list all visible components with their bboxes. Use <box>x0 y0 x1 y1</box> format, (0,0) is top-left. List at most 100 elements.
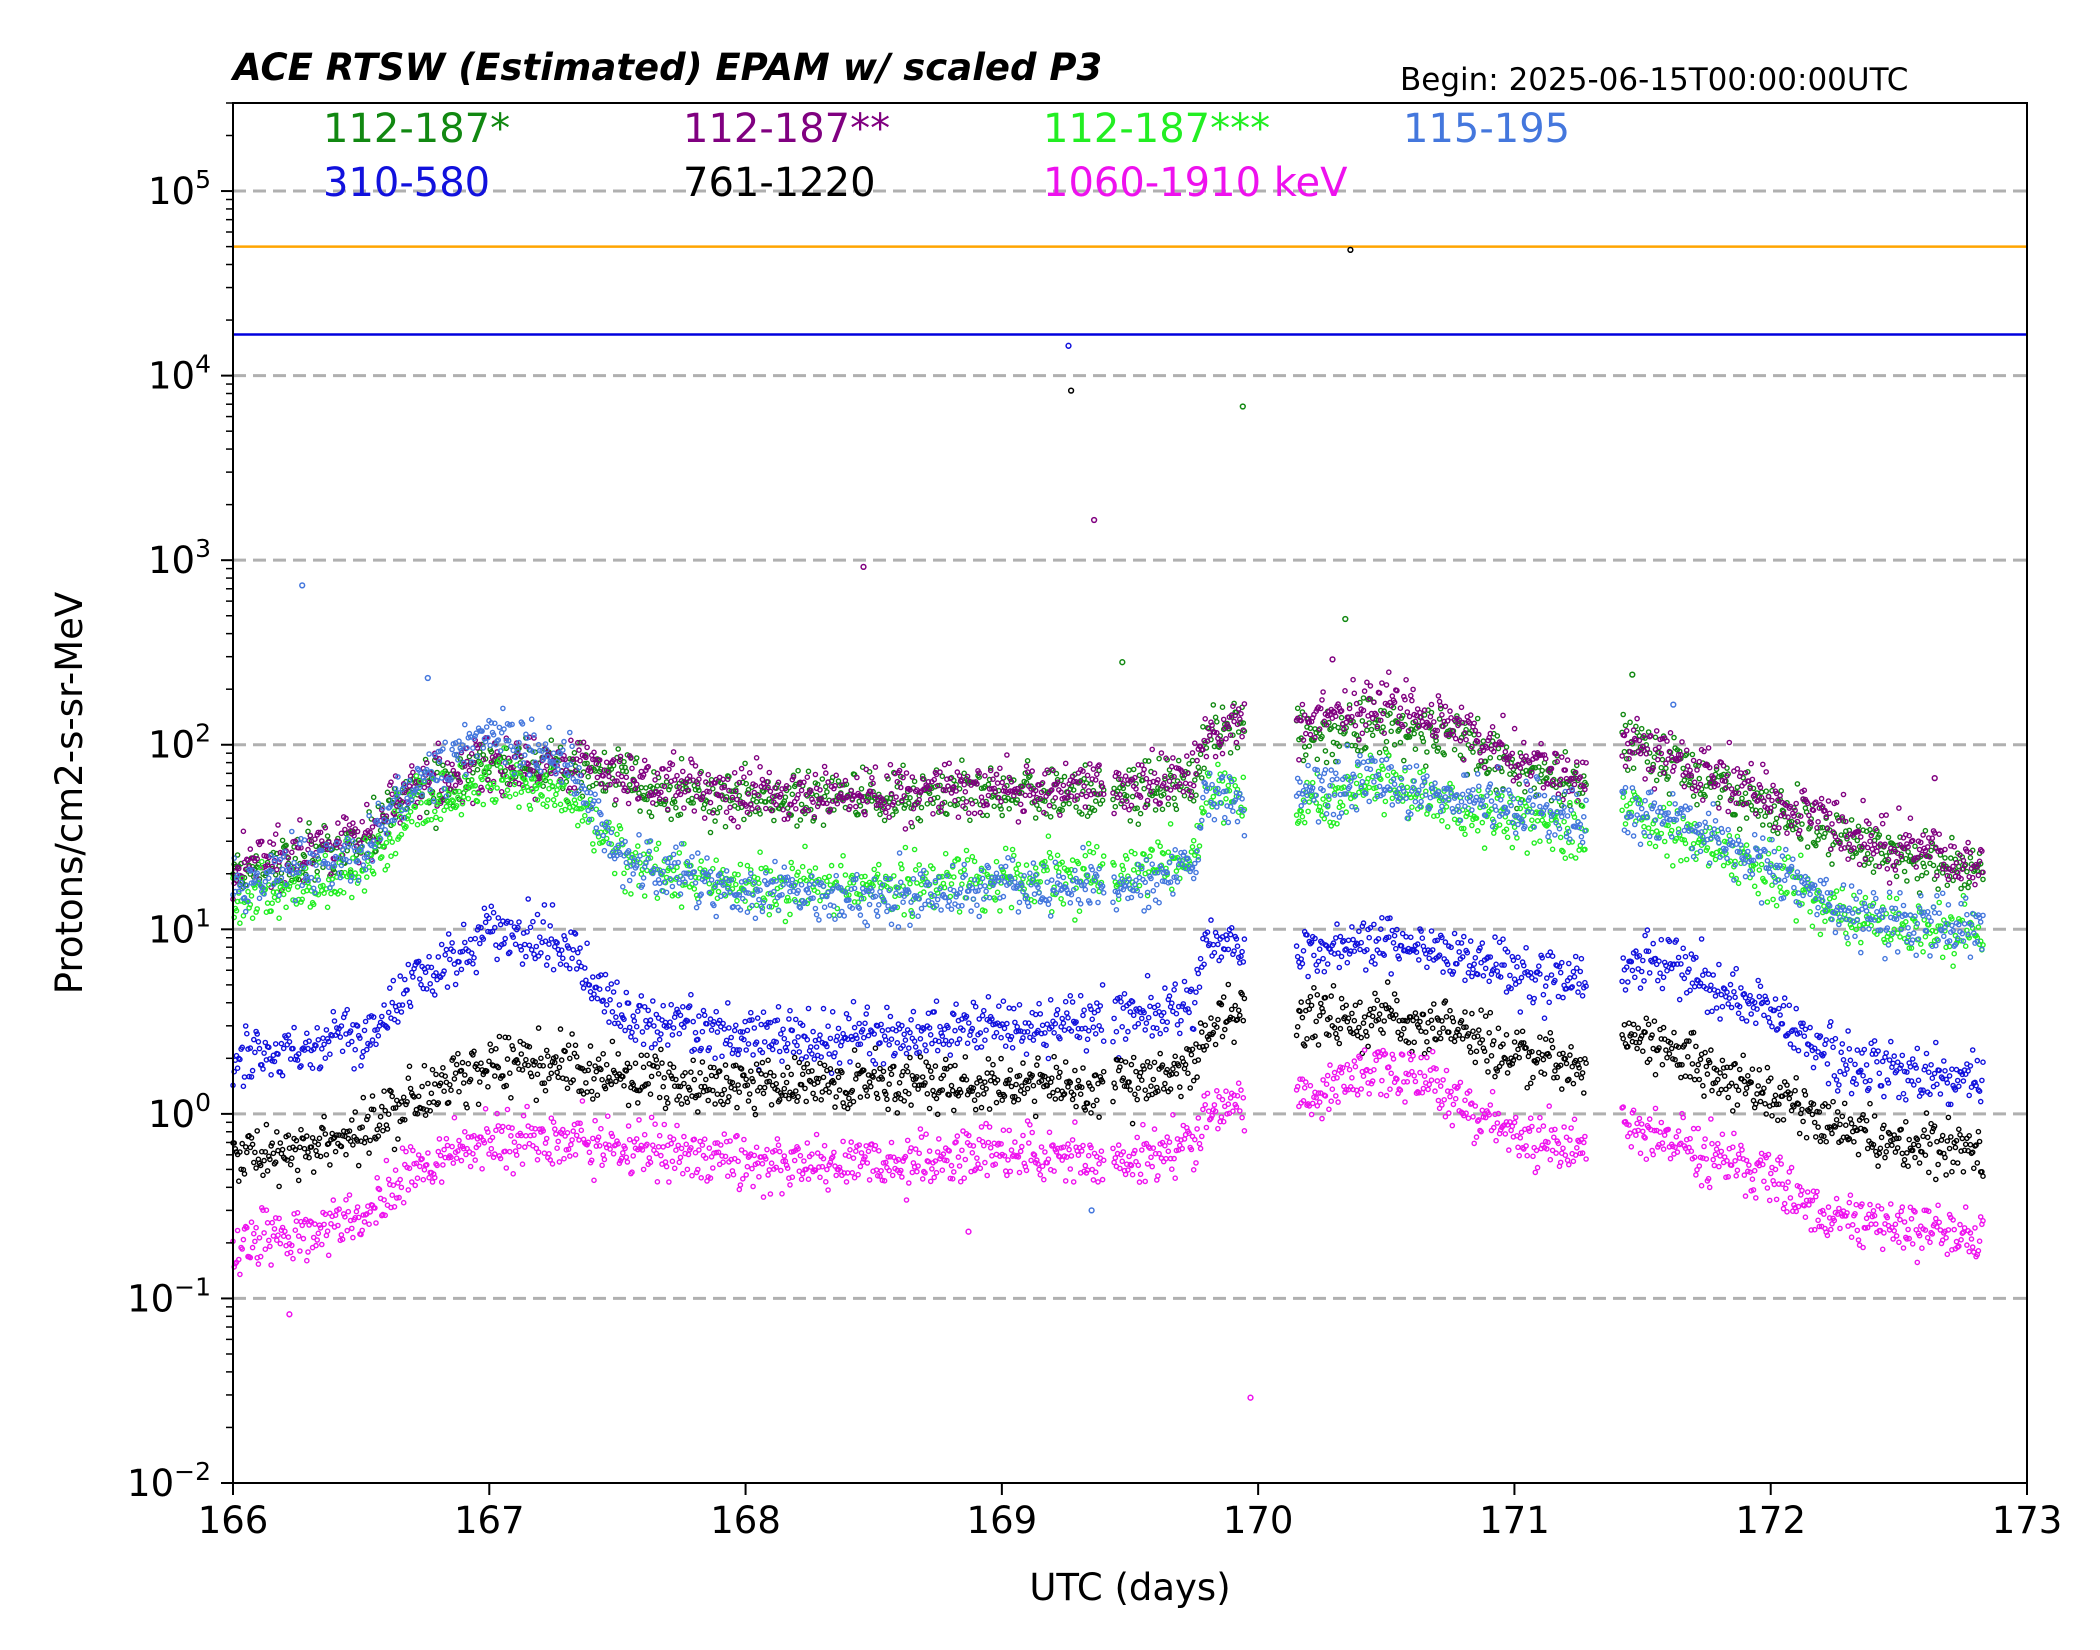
point-s1-0-505 <box>812 771 819 778</box>
point-s1-0-205 <box>466 767 473 774</box>
point-s1-0-371 <box>658 789 664 796</box>
point-s1-2-170 <box>1815 819 1821 825</box>
point-s1-2-62 <box>1690 757 1697 764</box>
point-s2-1-100 <box>1409 804 1415 811</box>
point-s1-0-854 <box>1223 736 1229 742</box>
point-s0-0-514 <box>823 783 829 790</box>
point-s1-0-587 <box>907 787 913 793</box>
point-s1-2-20 <box>1642 776 1648 782</box>
point-s1-0-800 <box>1160 780 1167 787</box>
point-s0-1-12 <box>1307 725 1314 732</box>
point-s1-0-722 <box>1062 760 1069 767</box>
point-s2-0-455 <box>754 875 761 882</box>
point-s2-2-261 <box>1920 949 1926 955</box>
point-s0-0-679 <box>1013 800 1019 806</box>
point-s1-0-324 <box>603 759 610 766</box>
point-s2-0-807 <box>1169 886 1175 893</box>
point-s3-0-62 <box>301 837 308 843</box>
point-s2-2-101 <box>1735 880 1742 887</box>
point-s1-0-658 <box>989 786 995 792</box>
point-s1-1-238 <box>1568 775 1574 782</box>
point-s1-0-784 <box>1142 804 1148 811</box>
point-s3-0-384 <box>673 844 679 851</box>
point-s3-0-310 <box>587 790 594 796</box>
point-s0-0-774 <box>1130 766 1137 773</box>
point-s1-0-520 <box>829 798 836 804</box>
point-s1-1-78 <box>1383 682 1390 688</box>
point-s0-2-45 <box>1671 734 1677 741</box>
point-s1-1-22 <box>1319 697 1325 703</box>
point-s0-2-214 <box>1866 860 1872 867</box>
point-s3-0-595 <box>916 896 923 902</box>
point-s3-0-95 <box>339 846 346 853</box>
point-s1-2-42 <box>1667 730 1674 736</box>
point-s2-0-138 <box>389 839 396 845</box>
point-s1-0-667 <box>999 779 1006 786</box>
point-s1-2-164 <box>1808 820 1814 827</box>
point-s2-1-187 <box>1509 844 1516 851</box>
point-s2-2-115 <box>1751 883 1758 890</box>
point-s2-1-24 <box>1321 815 1328 822</box>
point-s2-0-556 <box>871 866 878 873</box>
point-s2-2-263 <box>1922 933 1929 940</box>
point-s1-2-28 <box>1651 786 1658 792</box>
point-s3-0-33 <box>268 852 274 859</box>
point-s3-0-301 <box>577 772 583 779</box>
point-s1-2-91 <box>1724 773 1730 779</box>
point-s1-0-51 <box>288 849 295 856</box>
point-s2-0-159 <box>413 773 420 779</box>
point-s2-0-305 <box>582 812 588 819</box>
point-s2-0-40 <box>276 915 282 922</box>
point-s1-0-736 <box>1079 791 1085 798</box>
point-s0-0-656 <box>986 776 993 783</box>
point-s3-0-27 <box>261 891 267 897</box>
point-s0-0-835 <box>1201 765 1207 772</box>
point-s0-0-439 <box>736 792 743 799</box>
point-s3-0-347 <box>630 871 637 877</box>
point-s2-1-62 <box>1365 775 1371 782</box>
point-s2-2-62 <box>1690 841 1697 847</box>
point-s2-1-242 <box>1572 855 1579 861</box>
point-s2-1-110 <box>1420 768 1427 774</box>
point-s3-0-231 <box>496 724 503 731</box>
point-s0-2-34 <box>1658 764 1665 771</box>
point-s0-0-739 <box>1082 762 1089 768</box>
point-s0-2-38 <box>1663 765 1669 772</box>
point-s1-2-283 <box>1945 876 1952 883</box>
point-s1-0-825 <box>1189 750 1196 756</box>
point-s2-0-586 <box>906 876 912 882</box>
point-s1-0-613 <box>937 769 943 775</box>
point-s1-2-294 <box>1958 875 1964 882</box>
point-s3-0-512 <box>820 883 827 889</box>
point-s1-0-54 <box>292 838 299 845</box>
point-s0-0-525 <box>835 778 842 784</box>
point-s1-0-807 <box>1169 763 1175 770</box>
point-s2-0-560 <box>876 861 882 868</box>
point-s1-2-168 <box>1813 799 1819 806</box>
point-s0-0-613 <box>937 782 943 789</box>
point-s0-0-680 <box>1014 797 1021 803</box>
data-points <box>230 246 1986 1401</box>
point-s3-0-274 <box>546 724 552 731</box>
point-s1-0-499 <box>805 807 812 814</box>
point-s1-2-210 <box>1861 841 1868 848</box>
point-s3-0-252 <box>520 760 527 766</box>
point-s1-1-101 <box>1410 686 1416 693</box>
point-s3-0-597 <box>918 905 925 912</box>
point-s1-1-94 <box>1402 696 1408 703</box>
point-s2-0-607 <box>930 865 936 872</box>
point-s2-0-548 <box>862 873 868 880</box>
point-s1-1-193 <box>1516 773 1522 779</box>
point-s1-1-26 <box>1323 722 1330 728</box>
point-s1-0-588 <box>908 819 914 826</box>
point-s2-0-33 <box>268 908 274 914</box>
point-s1-0-686 <box>1021 808 1027 814</box>
point-s0-0-542 <box>855 811 861 818</box>
point-s0-0-777 <box>1134 805 1140 812</box>
point-s1-0-378 <box>666 766 672 773</box>
point-s3-0-94 <box>338 862 345 869</box>
point-s3-0-409 <box>701 878 708 885</box>
point-s1-1-226 <box>1554 758 1560 765</box>
point-s2-0-278 <box>550 797 557 803</box>
point-s1-1-7 <box>1301 712 1308 718</box>
